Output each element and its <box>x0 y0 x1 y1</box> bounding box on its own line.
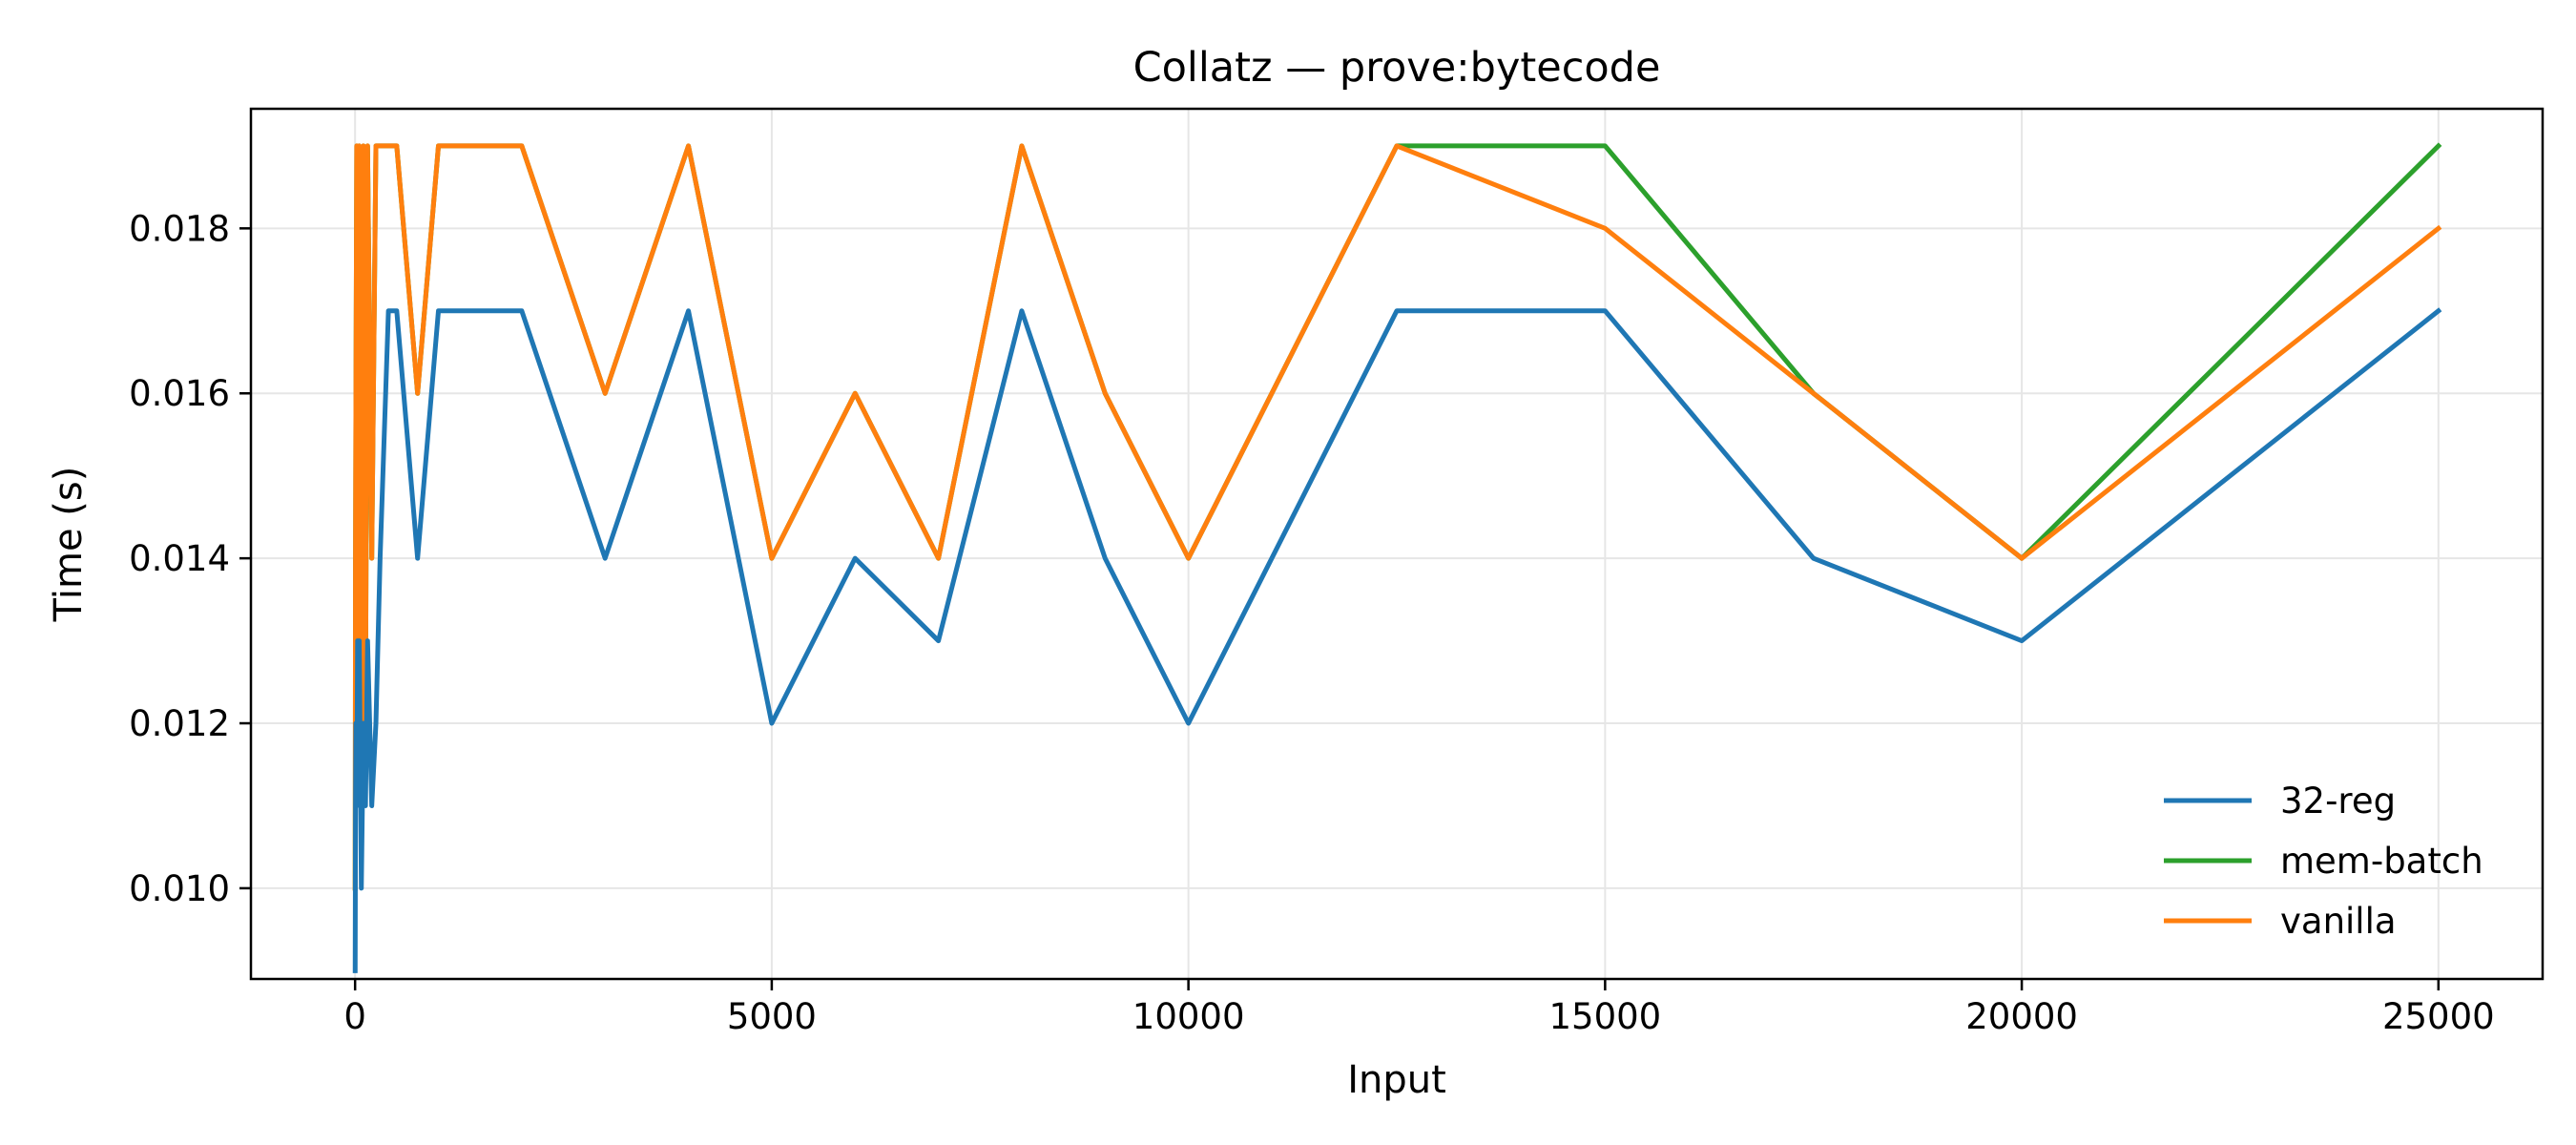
legend-label: 32-reg <box>2280 781 2396 822</box>
legend: 32-reg mem-batch vanilla <box>2164 781 2483 942</box>
x-tick-label: 20000 <box>1965 996 2078 1037</box>
x-tick-label: 5000 <box>727 996 817 1037</box>
series-line-32-reg <box>352 307 2442 973</box>
legend-label: vanilla <box>2280 901 2397 942</box>
series-line-vanilla <box>352 143 2442 891</box>
y-tick-label: 0.018 <box>129 208 230 249</box>
legend-label: mem-batch <box>2280 841 2483 882</box>
chart-title: Collatz — prove:bytecode <box>1133 44 1661 92</box>
x-tick-label: 25000 <box>2382 996 2495 1037</box>
y-tick-label: 0.012 <box>129 703 230 744</box>
grid-lines <box>251 109 2543 979</box>
y-tick-label: 0.016 <box>129 373 230 414</box>
series-lines <box>352 142 2442 973</box>
plot-frame <box>249 107 2545 981</box>
x-axis-label: Input <box>1347 1058 1446 1102</box>
x-tick-label: 15000 <box>1549 996 1662 1037</box>
y-axis-label: Time (s) <box>47 467 91 623</box>
x-tick-label: 10000 <box>1132 996 1245 1037</box>
y-tick-label: 0.010 <box>129 868 230 909</box>
y-tick-label: 0.014 <box>129 538 230 579</box>
axis-ticks: 0 5000 10000 15000 20000 25000 0.010 0.012 0.014… <box>129 208 2495 1037</box>
x-tick-label: 0 <box>343 996 366 1037</box>
